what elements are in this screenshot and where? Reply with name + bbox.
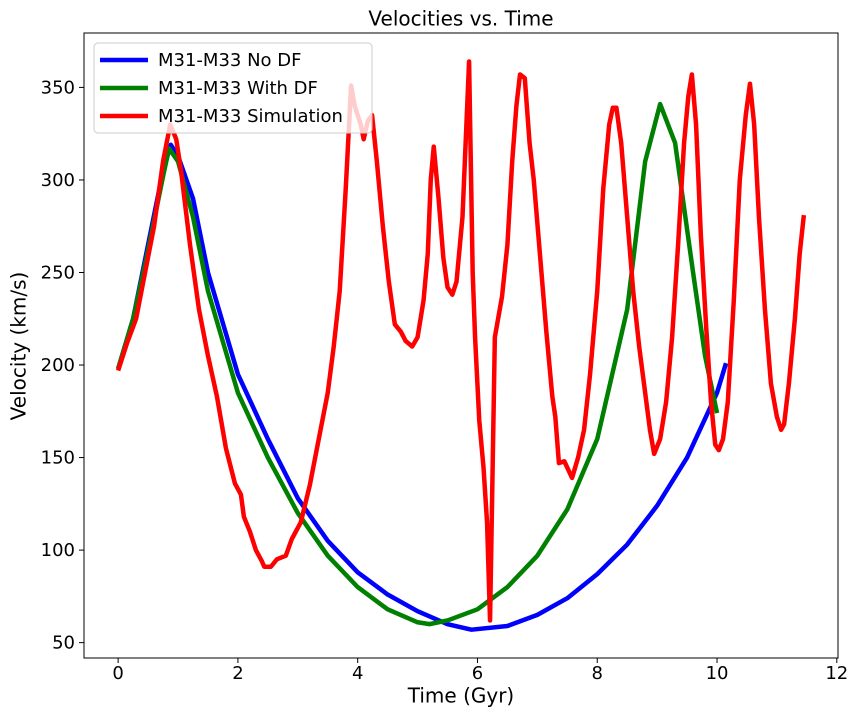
series-line [115, 142, 729, 632]
chart-title: Velocities vs. Time [368, 7, 553, 31]
legend-box [93, 42, 373, 134]
legend-label: M31-M33 Simulation [158, 106, 343, 127]
x-tick-label: 4 [352, 663, 363, 684]
y-axis-label: Velocity (km/s) [7, 272, 31, 421]
legend-label: M31-M33 No DF [158, 50, 302, 71]
x-tick-label: 8 [592, 663, 603, 684]
x-tick-label: 12 [825, 663, 848, 684]
series-line [115, 59, 807, 623]
x-tick-label: 6 [472, 663, 483, 684]
plot-frame [83, 32, 839, 659]
y-tick-label: 150 [41, 448, 75, 469]
y-tick-label: 250 [41, 262, 75, 283]
y-tick-label: 350 [41, 77, 75, 98]
y-tick-label: 300 [41, 170, 75, 191]
y-tick-label: 200 [41, 355, 75, 376]
x-tick-label: 2 [232, 663, 243, 684]
x-tick-label: 10 [706, 663, 729, 684]
legend-label: M31-M33 With DF [158, 78, 318, 99]
x-axis-label: Time (Gyr) [407, 684, 514, 708]
y-tick-label: 100 [41, 540, 75, 561]
series-line [115, 101, 720, 627]
x-tick-label: 0 [112, 663, 123, 684]
y-tick-label: 50 [52, 633, 75, 654]
